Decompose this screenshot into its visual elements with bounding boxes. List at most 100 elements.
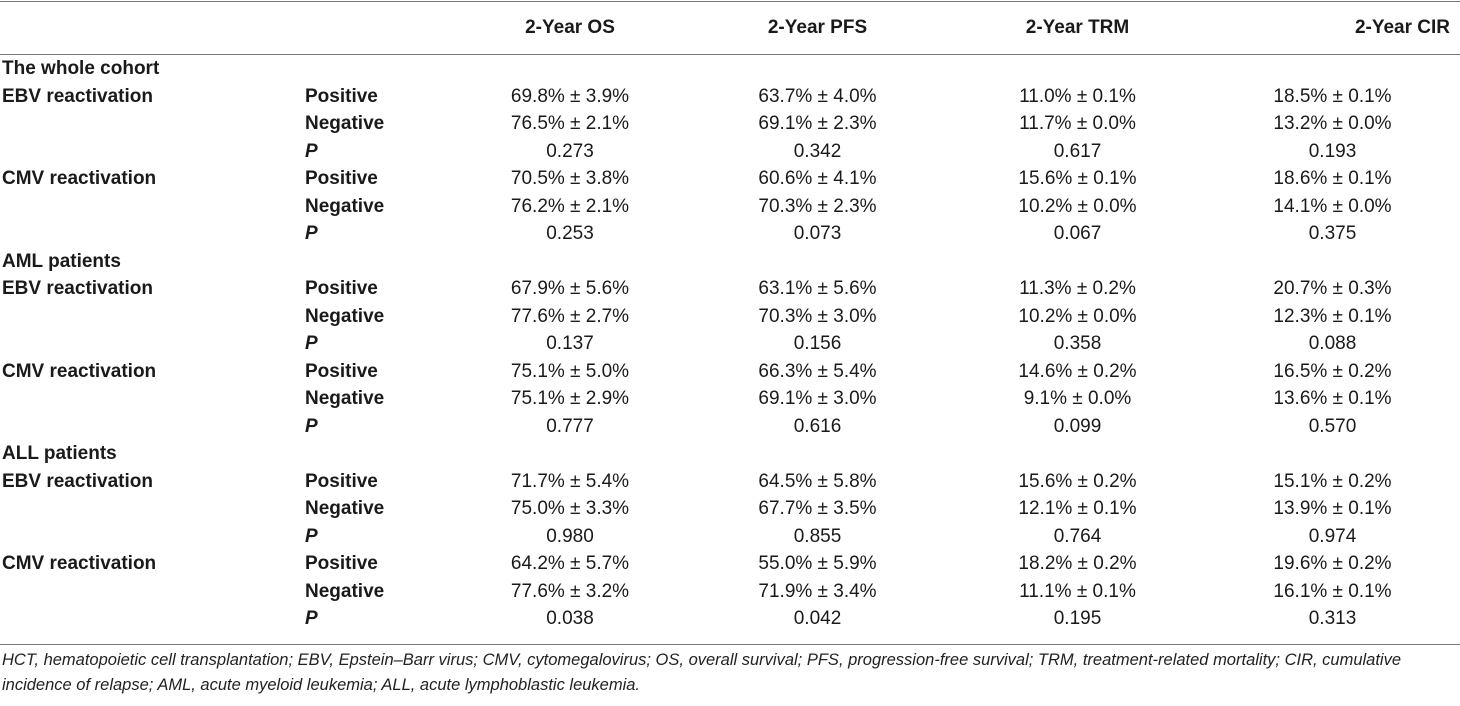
table-cell: 77.6% ± 3.2%: [510, 580, 630, 602]
table-cell: 16.5% ± 0.2%: [1273, 360, 1392, 382]
table-cell: 0.038: [546, 608, 594, 630]
table-cell: 10.2% ± 0.0%: [1018, 195, 1137, 217]
section-title: AML patients: [2, 250, 121, 272]
section-row: The whole cohort: [0, 55, 1460, 83]
row-group-label: [0, 330, 305, 358]
table-row: P 0.137 0.156 0.358 0.088: [0, 330, 1460, 358]
row-group-label: EBV reactivation: [2, 470, 153, 492]
table-cell: 67.9% ± 5.6%: [510, 278, 630, 300]
table-cell: 13.6% ± 0.1%: [1273, 388, 1392, 410]
row-label: Positive: [305, 278, 378, 300]
table-cell: 16.1% ± 0.1%: [1273, 580, 1392, 602]
row-label: Positive: [305, 360, 378, 382]
table-cell: 0.193: [1308, 140, 1357, 162]
table-cell: 75.0% ± 3.3%: [510, 498, 630, 520]
table-row: EBV reactivation Positive 67.9% ± 5.6% 63.1…: [0, 275, 1460, 303]
column-header-cir: 2-Year CIR: [1354, 17, 1450, 38]
row-group-label: EBV reactivation: [2, 278, 153, 300]
row-group-label: EBV reactivation: [2, 85, 153, 107]
table-cell: 0.042: [793, 608, 842, 630]
row-label: Positive: [305, 85, 378, 107]
table-row: CMV reactivation Positive 64.2% ± 5.7% 55.0…: [0, 550, 1460, 578]
row-group-label: [0, 578, 305, 606]
row-label: Negative: [305, 498, 385, 520]
table-row: EBV reactivation Positive 71.7% ± 5.4% 64.5…: [0, 468, 1460, 496]
table-cell: 0.342: [793, 140, 842, 162]
column-header-os: 2-Year OS: [525, 17, 615, 38]
table-cell: 55.0% ± 5.9%: [758, 553, 877, 575]
table-cell: 71.7% ± 5.4%: [510, 470, 630, 492]
row-label: P: [305, 140, 318, 162]
table-cell: 60.6% ± 4.1%: [758, 168, 877, 190]
section-row: AML patients: [0, 248, 1460, 276]
row-group-label: [0, 303, 305, 331]
bottom-rule: [0, 644, 1460, 645]
table-cell: 70.3% ± 3.0%: [758, 305, 877, 327]
section-title: ALL patients: [2, 443, 117, 465]
row-group-label: CMV reactivation: [2, 168, 157, 190]
table-cell: 75.1% ± 5.0%: [510, 360, 630, 382]
table-cell: 18.2% ± 0.2%: [1018, 553, 1137, 575]
table-row: CMV reactivation Positive 75.1% ± 5.0% 66.3…: [0, 358, 1460, 386]
table-cell: 0.980: [546, 525, 594, 547]
table-cell: 70.3% ± 2.3%: [758, 195, 877, 217]
table-cell: 67.7% ± 3.5%: [758, 498, 877, 520]
table-row: P 0.038 0.042 0.195 0.313: [0, 605, 1460, 633]
table-cell: 0.570: [1308, 415, 1357, 437]
table-cell: 11.0% ± 0.1%: [1019, 85, 1136, 107]
table-cell: 64.5% ± 5.8%: [758, 470, 877, 492]
row-group-label: [0, 385, 305, 413]
table-cell: 13.9% ± 0.1%: [1273, 498, 1392, 520]
table-cell: 12.1% ± 0.1%: [1018, 498, 1137, 520]
table-row: P 0.777 0.616 0.099 0.570: [0, 413, 1460, 441]
table-cell: 63.1% ± 5.6%: [758, 278, 877, 300]
table-row: Negative 75.1% ± 2.9% 69.1% ± 3.0% 9.1% ± 0…: [0, 385, 1460, 413]
table-cell: 9.1% ± 0.0%: [1023, 388, 1132, 410]
table-cell: 0.358: [1053, 333, 1102, 355]
row-label: P: [305, 223, 318, 245]
table-body: The whole cohort EBV reactivation Positive…: [0, 55, 1460, 633]
row-group-label: CMV reactivation: [2, 553, 157, 575]
table-cell: 69.1% ± 2.3%: [758, 113, 877, 135]
row-label: Negative: [305, 113, 385, 135]
table-cell: 15.1% ± 0.2%: [1273, 470, 1392, 492]
row-label: Negative: [305, 580, 385, 602]
row-label: Negative: [305, 195, 385, 217]
table-cell: 69.8% ± 3.9%: [510, 85, 630, 107]
row-label: Negative: [305, 305, 385, 327]
row-label: P: [305, 415, 318, 437]
row-label: Positive: [305, 168, 378, 190]
table-cell: 66.3% ± 5.4%: [758, 360, 877, 382]
table-cell: 0.099: [1053, 415, 1102, 437]
table-cell: 12.3% ± 0.1%: [1273, 305, 1392, 327]
table-row: EBV reactivation Positive 69.8% ± 3.9% 63.7…: [0, 83, 1460, 111]
table-row: Negative 77.6% ± 3.2% 71.9% ± 3.4% 11.1% ± …: [0, 578, 1460, 606]
table-cell: 20.7% ± 0.3%: [1273, 278, 1392, 300]
table-cell: 0.088: [1308, 333, 1357, 355]
table-cell: 18.6% ± 0.1%: [1273, 168, 1392, 190]
section-row: ALL patients: [0, 440, 1460, 468]
section-title: The whole cohort: [2, 58, 160, 80]
top-rule: [0, 1, 1460, 2]
column-header-pfs: 2-Year PFS: [767, 17, 868, 38]
row-group-label: [0, 220, 305, 248]
table-cell: 0.156: [793, 333, 842, 355]
column-header-trm: 2-Year TRM: [1025, 17, 1130, 38]
row-group-label: [0, 605, 305, 633]
table-row: Negative 77.6% ± 2.7% 70.3% ± 3.0% 10.2% ± …: [0, 303, 1460, 331]
table-cell: 0.974: [1308, 525, 1357, 547]
table-cell: 77.6% ± 2.7%: [510, 305, 630, 327]
row-label: P: [305, 608, 318, 630]
table-cell: 0.073: [793, 223, 842, 245]
row-group-label: [0, 138, 305, 166]
table-cell: 14.1% ± 0.0%: [1273, 195, 1392, 217]
table-cell: 0.273: [546, 140, 594, 162]
table-cell: 10.2% ± 0.0%: [1018, 305, 1137, 327]
header-row: 2-Year OS 2-Year PFS 2-Year TRM 2-Year C…: [0, 0, 1460, 55]
table-cell: 75.1% ± 2.9%: [510, 388, 630, 410]
table-cell: 0.855: [793, 525, 842, 547]
row-group-label: [0, 495, 305, 523]
table-cell: 11.3% ± 0.2%: [1019, 278, 1136, 300]
table-cell: 71.9% ± 3.4%: [758, 580, 877, 602]
row-group-label: CMV reactivation: [2, 360, 157, 382]
